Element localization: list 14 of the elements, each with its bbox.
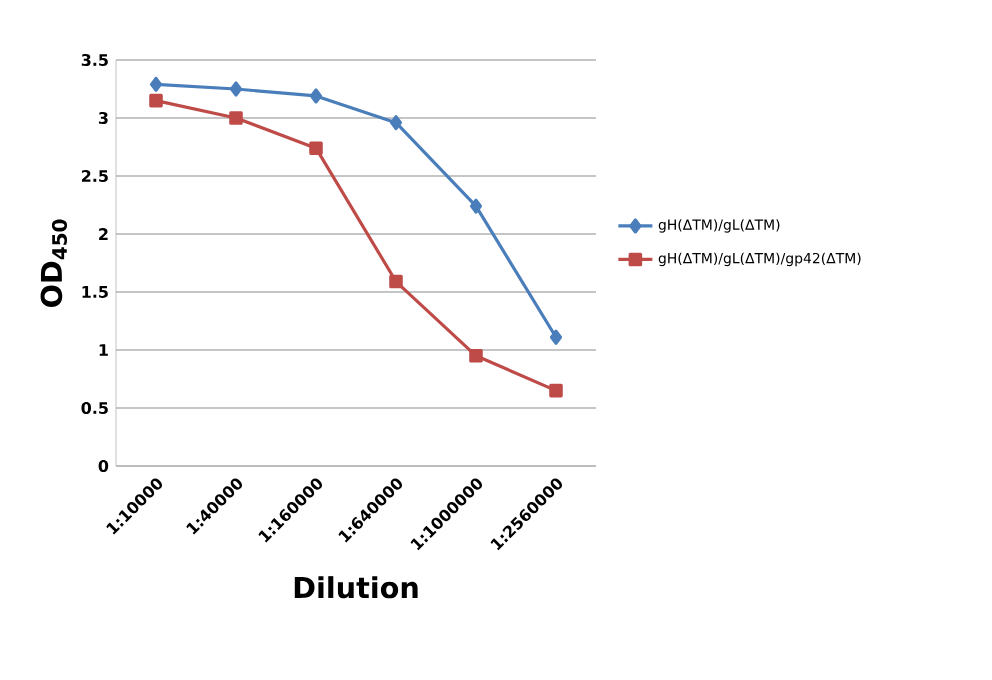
point	[389, 115, 403, 131]
point	[549, 329, 563, 345]
point	[309, 141, 323, 155]
point	[309, 88, 323, 104]
x-axis-title: Dilution	[294, 576, 418, 599]
point	[149, 76, 163, 92]
point	[389, 274, 403, 289]
point	[469, 349, 483, 363]
y-axis-title: OD$_{450}$	[40, 219, 68, 307]
point	[229, 81, 243, 97]
point	[229, 111, 243, 125]
point	[149, 93, 163, 108]
point	[549, 383, 563, 398]
point	[469, 198, 483, 214]
